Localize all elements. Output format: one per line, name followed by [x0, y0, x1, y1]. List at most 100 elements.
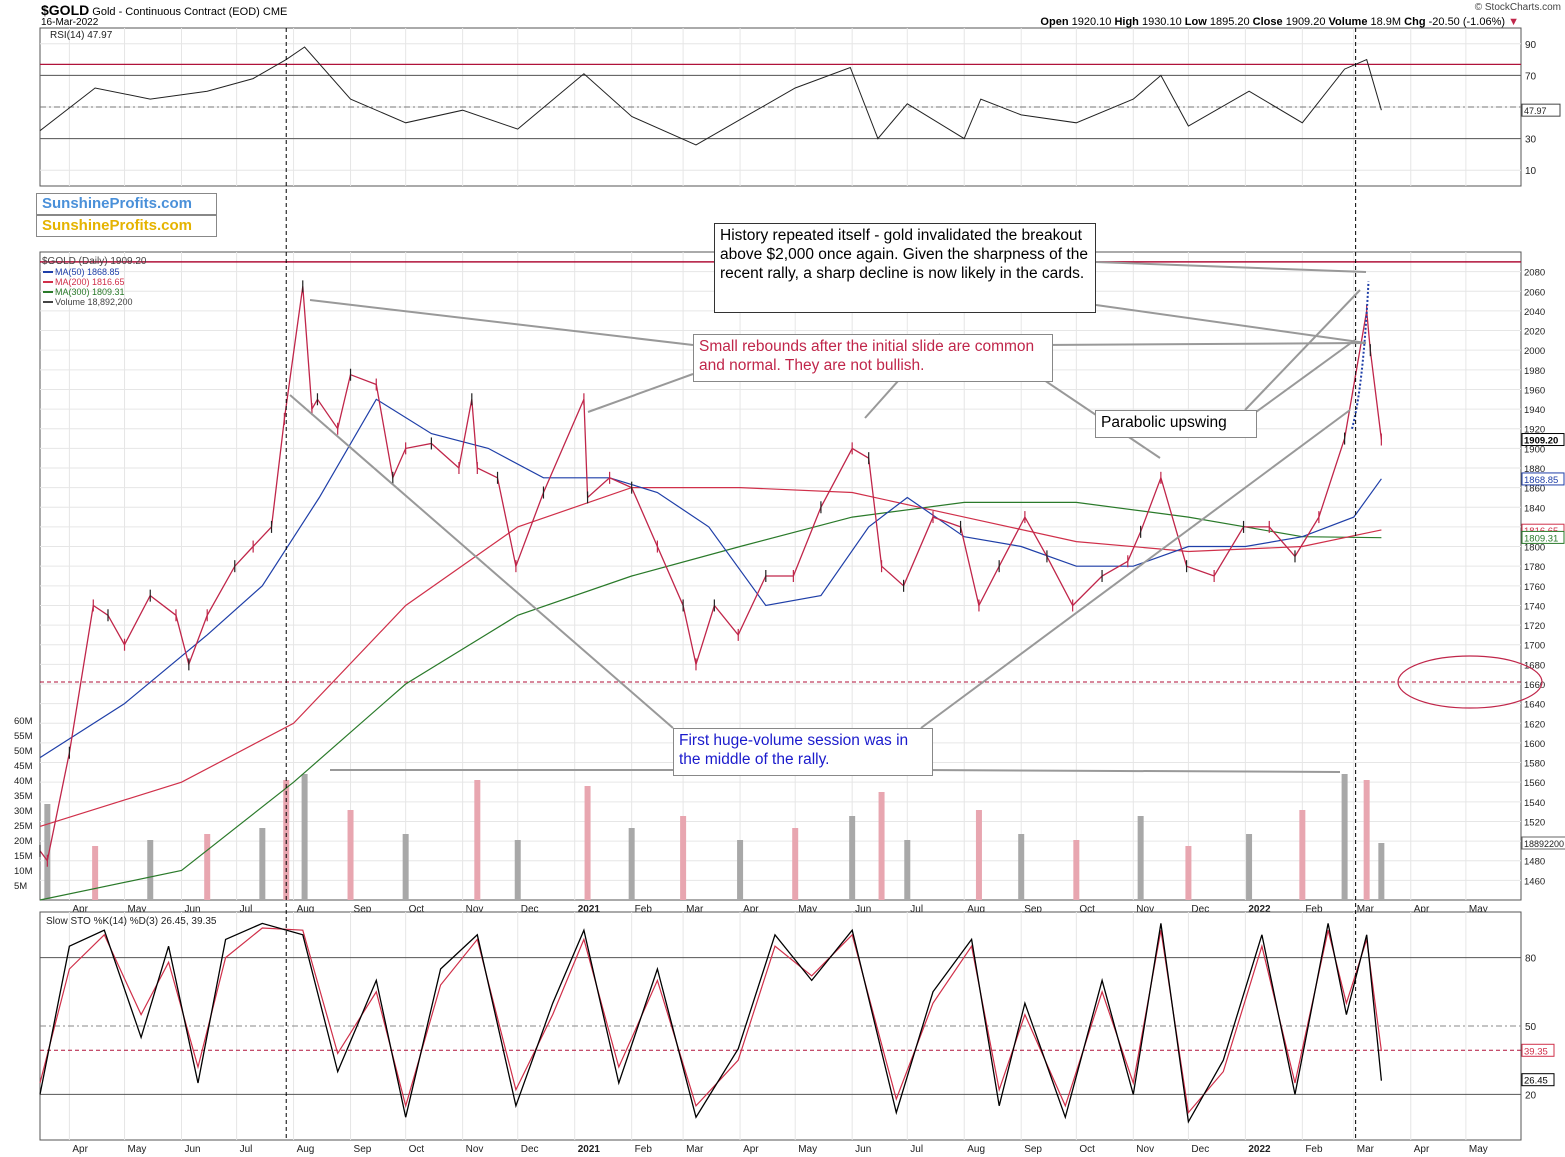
annotation-lines [285, 28, 1367, 1140]
annotation-small-rebounds: Small rebounds after the initial slide a… [693, 334, 1053, 382]
x-tick-label: Aug [967, 904, 985, 915]
x-tick-label: Feb [1305, 904, 1323, 915]
x-tick-label: Dec [521, 904, 539, 915]
sto-tick-label: 20 [1525, 1090, 1537, 1101]
price-tick-label: 1900 [1524, 444, 1545, 455]
volume-bar [878, 792, 885, 900]
copyright: © StockCharts.com [1474, 2, 1561, 13]
x-tick-label: Jul [240, 904, 253, 915]
x-tick-label: May [1469, 1144, 1488, 1155]
volume-bar [402, 834, 409, 900]
volume-bar [147, 840, 154, 900]
ma50-value-box-label: 1868.85 [1524, 475, 1558, 486]
x-tick-label: 2022 [1248, 1144, 1271, 1155]
legend-entry: MA(50) 1868.85 [55, 267, 120, 277]
rsi-tick-label: 30 [1525, 135, 1537, 146]
rsi-tick-label: 90 [1525, 40, 1537, 51]
sto-k-value-box-label: 26.45 [1524, 1076, 1548, 1087]
open-label: Open [1040, 16, 1069, 28]
price-tick-label: 2000 [1524, 346, 1545, 357]
x-tick-label: Mar [686, 1144, 704, 1155]
connector-history-mid [1095, 304, 1367, 344]
x-tick-label: May [798, 904, 817, 915]
x-tick-label: Oct [409, 904, 425, 915]
volume-bar [92, 846, 99, 900]
x-tick-label: Sep [1024, 904, 1042, 915]
volume-bar [1185, 846, 1192, 900]
price-line [39, 286, 1383, 863]
volume-tick-label: 5M [14, 881, 27, 892]
x-tick-label: Apr [1414, 904, 1430, 915]
annotation-history-repeated: History repeated itself - gold invalidat… [714, 223, 1096, 313]
high-value: 1930.10 [1141, 16, 1182, 28]
legend-entry: Volume 18,892,200 [55, 297, 133, 307]
x-tick-label: Apr [72, 1144, 88, 1155]
volume-tick-label: 40M [14, 776, 33, 787]
price-tick-label: 1720 [1524, 621, 1545, 632]
x-tick-label: May [128, 904, 147, 915]
sunshineprofits-logo-gold[interactable]: SunshineProfits.com [36, 215, 217, 237]
volume-bar [514, 840, 521, 900]
x-tick-label: May [1469, 904, 1488, 915]
price-tick-label: 1800 [1524, 543, 1545, 554]
close-value: 1909.20 [1285, 16, 1326, 28]
volume-bar [1246, 834, 1253, 900]
x-tick-label: Nov [1136, 1144, 1154, 1155]
rsi-value-label: 47.97 [1524, 106, 1547, 116]
close-label: Close [1252, 16, 1283, 28]
ma50-line [39, 398, 1382, 759]
sto-k-value-box [1521, 1073, 1555, 1087]
close-value-box-label: 1909.20 [1524, 436, 1558, 447]
price-tick-label: 2060 [1524, 287, 1545, 298]
x-tick-label: Feb [635, 904, 653, 915]
annotation-parabolic-upswing: Parabolic upswing [1095, 410, 1257, 438]
volume-bar [1018, 834, 1025, 900]
parabolic-curve [1350, 281, 1370, 429]
ohlc-readout: Open 1920.10 High 1930.10 Low 1895.20 Cl… [1040, 16, 1519, 28]
sto-d-value-box-label: 39.35 [1524, 1046, 1548, 1057]
connector-volume-4 [920, 769, 1341, 773]
ma200-line [39, 487, 1382, 827]
low-label: Low [1184, 16, 1207, 28]
x-tick-label: Sep [1024, 1144, 1042, 1155]
x-tick-label: 2021 [578, 1144, 601, 1155]
down-triangle-icon: ▼ [1508, 16, 1519, 28]
x-tick-label: 2021 [578, 904, 601, 915]
price-tick-label: 1940 [1524, 405, 1545, 416]
price-tick-label: 1780 [1524, 562, 1545, 573]
price-tick-label: 1680 [1524, 660, 1545, 671]
x-tick-label: Apr [743, 1144, 759, 1155]
volume-value: 18.9M [1370, 16, 1402, 28]
volume-label: Volume [1328, 16, 1368, 28]
connector-rebound-4 [1040, 342, 1367, 346]
price-tick-label: 2020 [1524, 327, 1545, 338]
x-tick-label: Mar [1357, 904, 1375, 915]
sto-d-line [39, 927, 1382, 1114]
open-value: 1920.10 [1071, 16, 1112, 28]
x-tick-label: Jul [910, 1144, 923, 1155]
volume-bar [792, 828, 799, 900]
legend-entry: MA(200) 1816.65 [55, 277, 125, 287]
x-tick-label: Apr [743, 904, 759, 915]
x-tick-label: Jun [184, 1144, 200, 1155]
exchange: CME [262, 6, 288, 18]
price-tick-label: 1460 [1524, 876, 1545, 887]
low-value: 1895.20 [1209, 16, 1250, 28]
connector-parabolic-1 [1244, 289, 1361, 411]
x-tick-label: Apr [1414, 1144, 1430, 1155]
close-value-box [1521, 433, 1565, 447]
price-tick-label: 1700 [1524, 641, 1545, 652]
volume-bar [301, 774, 308, 900]
sunshineprofits-logo-blue[interactable]: SunshineProfits.com [36, 193, 217, 215]
high-label: High [1114, 16, 1139, 28]
volume-tick-label: 60M [14, 716, 33, 727]
volume-bar [584, 786, 591, 900]
x-tick-label: Jun [855, 1144, 871, 1155]
x-tick-label: Dec [521, 1144, 539, 1155]
price-tick-label: 1860 [1524, 484, 1545, 495]
volume-bar [1341, 774, 1348, 900]
x-tick-label: Mar [686, 904, 704, 915]
price-tick-label: 1960 [1524, 385, 1545, 396]
